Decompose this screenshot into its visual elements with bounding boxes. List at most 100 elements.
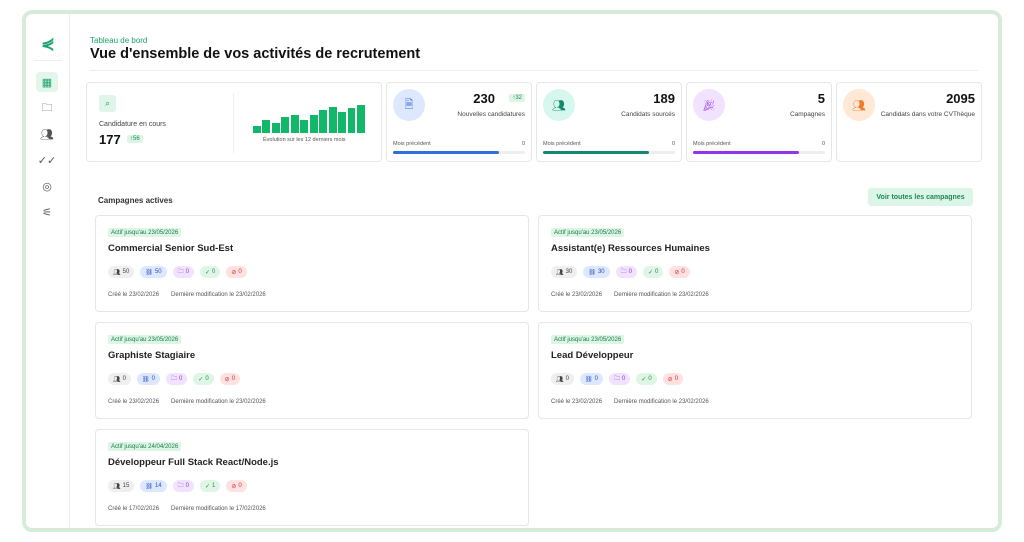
sidebar: ⋞ ▦ 🗀 👥︎ ✓✓ ◎ ⚟ bbox=[26, 14, 70, 528]
created-date: Créé le 23/02/2026 bbox=[551, 292, 603, 298]
campaign-title[interactable]: Lead Développeur bbox=[551, 350, 634, 361]
campaign-card[interactable]: Actif jusqu'au 23/05/2026 Lead Développe… bbox=[538, 322, 972, 419]
modified-date: Dernière modification le 23/02/2026 bbox=[171, 292, 266, 298]
progress-bar bbox=[693, 151, 825, 154]
chart-bar bbox=[356, 105, 365, 133]
link-icon: ⛓ bbox=[141, 376, 150, 383]
stat-value: 2095 bbox=[946, 91, 975, 106]
stat-label: Campagnes bbox=[789, 111, 825, 118]
status-badge: Actif jusqu'au 23/05/2026 bbox=[108, 228, 182, 237]
chart-bar bbox=[253, 126, 261, 133]
status-badge: Actif jusqu'au 23/05/2026 bbox=[551, 335, 625, 344]
campaign-title[interactable]: Développeur Full Stack React/Node.js bbox=[108, 457, 279, 468]
count-pill: ⛓ 14 bbox=[140, 480, 167, 492]
folder-icon[interactable]: 🗀 bbox=[41, 101, 53, 114]
app-frame: ⋞ ▦ 🗀 👥︎ ✓✓ ◎ ⚟ Tableau de bord Vue d'en… bbox=[22, 10, 1002, 532]
main: Tableau de bord Vue d'ensemble de vos ac… bbox=[86, 14, 998, 528]
delta-badge: ↑32 bbox=[509, 94, 525, 102]
progress-fill bbox=[393, 151, 499, 154]
campaign-title[interactable]: Assistant(e) Ressources Humaines bbox=[551, 243, 710, 254]
ban-icon: ⊘ bbox=[224, 376, 230, 383]
count-pill: ✓ 0 bbox=[642, 266, 664, 278]
count-pill: ⊘ 0 bbox=[662, 373, 684, 385]
stat-card: 🎉︎ 5 Campagnes Mois précédent 0 bbox=[686, 82, 832, 162]
count-pill: 🗀 0 bbox=[172, 266, 194, 278]
current-applications-card: ⌕ Candidature en cours 177 ↑56 Évolution… bbox=[86, 82, 382, 162]
campaign-card[interactable]: Actif jusqu'au 23/05/2026 Graphiste Stag… bbox=[95, 322, 529, 419]
link-icon: ⛓ bbox=[588, 269, 596, 276]
divider bbox=[233, 93, 234, 153]
breadcrumb[interactable]: Tableau de bord bbox=[90, 36, 148, 45]
user-check-icon: ✓ bbox=[204, 483, 211, 490]
double-check-icon[interactable]: ✓✓ bbox=[37, 154, 57, 167]
chart-bar bbox=[281, 116, 290, 133]
users-icon: 👥︎ bbox=[113, 269, 121, 276]
created-date: Créé le 23/02/2026 bbox=[108, 292, 160, 298]
chart-label: Évolution sur les 12 derniers mois bbox=[263, 137, 346, 143]
count-pill: ⛓ 30 bbox=[583, 266, 610, 278]
folder-icon: 🗀 bbox=[177, 483, 184, 489]
chart-bar bbox=[309, 114, 318, 133]
link-icon: ⛓ bbox=[145, 483, 153, 490]
user-check-icon: ✓ bbox=[198, 376, 204, 383]
user-check-icon: ✓ bbox=[204, 269, 211, 276]
folder-icon: 🗀 bbox=[620, 269, 627, 275]
divider bbox=[34, 60, 62, 61]
chart-bar bbox=[347, 108, 356, 133]
count-pill: 👥︎ 50 bbox=[108, 266, 135, 278]
chart-bar bbox=[290, 114, 299, 133]
divider bbox=[90, 70, 978, 71]
progress-bar bbox=[543, 151, 675, 154]
stat-value: 5 bbox=[817, 91, 825, 106]
campaign-title[interactable]: Commercial Senior Sud-Est bbox=[108, 243, 234, 254]
count-pill: 👥︎ 0 bbox=[551, 373, 574, 385]
users-icon: 👥︎ bbox=[113, 483, 121, 490]
stat-label: Candidats dans votre CVThèque bbox=[880, 111, 975, 118]
sliders-icon[interactable]: ⚟ bbox=[42, 206, 52, 219]
target-icon[interactable]: ◎ bbox=[42, 180, 52, 193]
users-icon: 👥︎ bbox=[543, 89, 575, 121]
status-badge: Actif jusqu'au 23/05/2026 bbox=[108, 335, 182, 344]
campaign-card[interactable]: Actif jusqu'au 23/05/2026 Assistant(e) R… bbox=[538, 215, 972, 312]
status-badge: Actif jusqu'au 24/04/2026 bbox=[108, 442, 182, 451]
count-pill: 👥︎ 30 bbox=[551, 266, 578, 278]
view-all-campaigns-button[interactable]: Voir toutes les campagnes bbox=[868, 188, 973, 206]
count-pill: 👥︎ 15 bbox=[108, 480, 135, 492]
count-pill: ⊘ 0 bbox=[219, 373, 241, 385]
count-pill: ⊘ 0 bbox=[669, 266, 690, 278]
users-icon[interactable]: 👥︎ bbox=[40, 128, 54, 141]
search-icon: ⌕ bbox=[99, 95, 116, 112]
ban-icon: ⊘ bbox=[231, 483, 237, 490]
document-icon: 🗎 bbox=[393, 89, 425, 121]
modified-date: Dernière modification le 17/02/2026 bbox=[171, 506, 266, 512]
party-icon: 🎉︎ bbox=[693, 89, 725, 121]
page-title: Vue d'ensemble de vos activités de recru… bbox=[90, 46, 421, 62]
user-check-icon: ✓ bbox=[641, 376, 647, 383]
folder-icon: 🗀 bbox=[613, 376, 620, 382]
dashboard-icon[interactable]: ▦ bbox=[36, 72, 58, 92]
count-pill: ✓ 0 bbox=[193, 373, 214, 385]
chart-bar bbox=[271, 123, 280, 133]
count-pill: 🗀 0 bbox=[172, 480, 194, 492]
campaign-card[interactable]: Actif jusqu'au 23/05/2026 Commercial Sen… bbox=[95, 215, 529, 312]
users-icon: 👥︎ bbox=[556, 269, 564, 276]
stat-card: 👥︎ 189 Candidats sourcés Mois précédent 0 bbox=[536, 82, 682, 162]
count-pill: 👥︎ 0 bbox=[108, 373, 131, 385]
prev-value: 0 bbox=[671, 141, 675, 147]
current-value: 177 bbox=[99, 132, 121, 147]
modified-date: Dernière modification le 23/02/2026 bbox=[614, 399, 709, 405]
modified-date: Dernière modification le 23/02/2026 bbox=[171, 399, 266, 405]
section-title: Campagnes actives bbox=[98, 196, 173, 205]
stat-label: Nouvelles candidatures bbox=[457, 111, 525, 118]
count-pill: ⛓ 0 bbox=[136, 373, 160, 385]
campaign-card[interactable]: Actif jusqu'au 24/04/2026 Développeur Fu… bbox=[95, 429, 529, 526]
link-icon: ⛓ bbox=[145, 269, 153, 276]
prev-value: 0 bbox=[821, 141, 825, 147]
stat-value: 189 bbox=[653, 91, 675, 106]
campaign-title[interactable]: Graphiste Stagiaire bbox=[108, 350, 196, 361]
stat-card: 👥︎ 2095 Candidats dans votre CVThèque bbox=[836, 82, 982, 162]
chart-bar bbox=[319, 109, 328, 133]
created-date: Créé le 23/02/2026 bbox=[108, 399, 160, 405]
stat-label: Candidats sourcés bbox=[621, 111, 675, 118]
stat-card: 🗎 230 ↑32 Nouvelles candidatures Mois précé… bbox=[386, 82, 532, 162]
